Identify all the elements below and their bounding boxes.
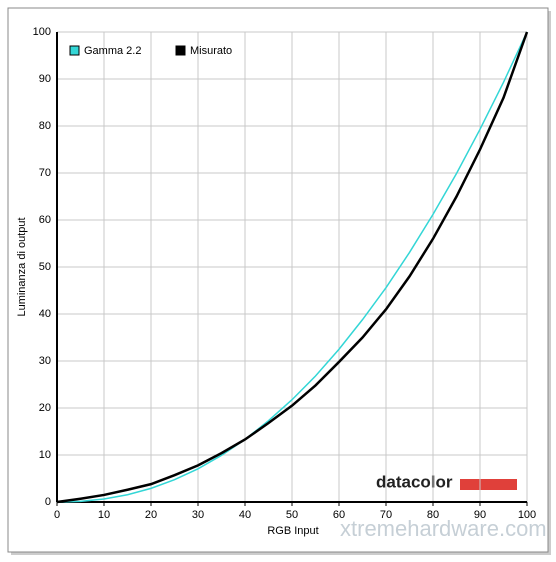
- line: [56, 31, 528, 503]
- x-tick-label: 10: [98, 509, 110, 521]
- y-tick-label: 70: [39, 167, 51, 179]
- y-tick-label: 40: [39, 308, 51, 320]
- x-tick-label: 90: [474, 509, 486, 521]
- y-tick-label: 90: [39, 73, 51, 85]
- legend-swatch: [69, 45, 80, 56]
- logo-bar: [460, 479, 517, 490]
- legend-label: Gamma 2.2: [84, 45, 141, 57]
- legend-label: Misurato: [190, 45, 232, 57]
- y-tick-label: 60: [39, 214, 51, 226]
- y-axis-label: Luminanza di output: [16, 217, 28, 316]
- x-tick-label: 40: [239, 509, 251, 521]
- x-tick-label: 80: [427, 509, 439, 521]
- y-tick-label: 80: [39, 120, 51, 132]
- y-tick-label: 30: [39, 355, 51, 367]
- x-tick-label: 30: [192, 509, 204, 521]
- x-tick-label: 50: [286, 509, 298, 521]
- x-tick-label: 70: [380, 509, 392, 521]
- legend-swatch: [175, 45, 186, 56]
- y-tick-label: 100: [33, 26, 51, 38]
- x-tick-label: 100: [518, 509, 536, 521]
- watermark: xtremehardware.com: [340, 516, 547, 541]
- y-tick-label: 50: [39, 261, 51, 273]
- frame: [7, 7, 549, 553]
- x-tick-label: 20: [145, 509, 157, 521]
- x-tick-label: 0: [54, 509, 60, 521]
- y-tick-label: 0: [45, 496, 51, 508]
- logo: datacolor: [376, 472, 453, 491]
- line: [56, 31, 529, 504]
- x-tick-label: 60: [333, 509, 345, 521]
- y-tick-label: 20: [39, 402, 51, 414]
- x-axis-label: RGB Input: [267, 525, 318, 537]
- y-tick-label: 10: [39, 449, 51, 461]
